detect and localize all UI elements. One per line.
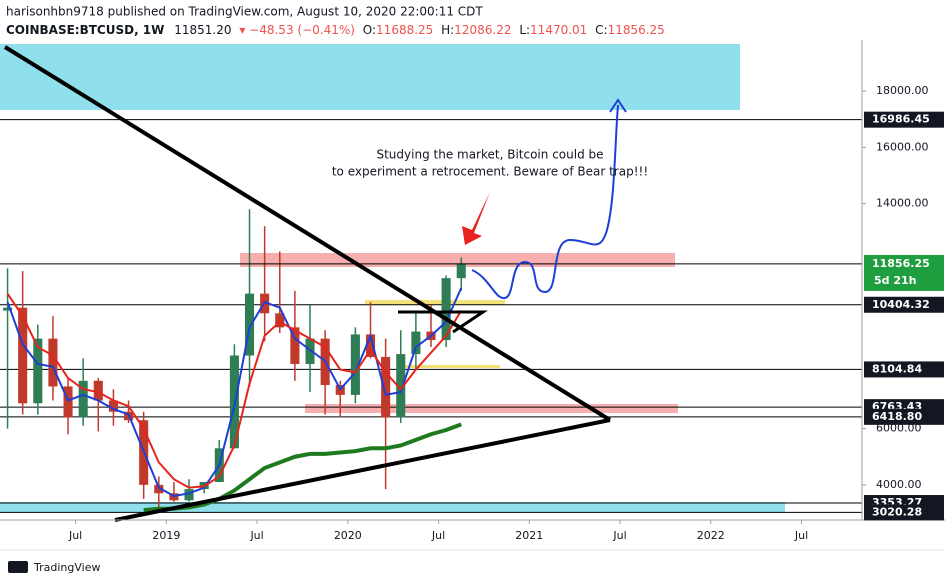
moving-average xyxy=(143,422,462,513)
price-label-box xyxy=(864,361,944,378)
zone-support xyxy=(305,404,678,413)
candle-body xyxy=(275,313,285,328)
y-tick-label: 16000.00 xyxy=(876,140,929,153)
candle-body xyxy=(290,327,300,364)
x-tick-label: Jul xyxy=(249,529,263,542)
moving-average xyxy=(6,293,463,489)
zone-bottom xyxy=(0,502,785,512)
trend-line xyxy=(114,418,611,522)
candle-body xyxy=(78,380,88,418)
x-tick-label: Jul xyxy=(431,529,445,542)
low: 11470.01 xyxy=(530,23,587,37)
last-price-label: 11856.25 xyxy=(872,257,930,270)
price-label-box xyxy=(864,111,944,128)
brand: TradingView xyxy=(33,561,100,574)
small-triangle xyxy=(398,310,488,334)
annotation: Studying the market, Bitcoin could be xyxy=(376,148,603,162)
price-label-box xyxy=(864,296,944,313)
zone-yellow xyxy=(400,365,500,368)
y-tick-label: 4000.00 xyxy=(876,478,922,491)
high: 12086.22 xyxy=(454,23,511,37)
annotation: to experiment a retrocement. Beware of B… xyxy=(332,165,648,179)
x-tick-label: 2021 xyxy=(515,529,543,542)
candle-body xyxy=(411,331,421,355)
projection xyxy=(471,104,619,300)
last: 11851.20 xyxy=(174,23,231,37)
axes: 4000.00 6000.00 14000.00 16000.00 18000.00 Ju… xyxy=(68,84,944,542)
candle-body xyxy=(456,263,466,279)
candle-body xyxy=(305,338,315,364)
open-label: O: xyxy=(363,23,376,37)
countdown: 5d 21h xyxy=(874,274,917,287)
open: 11688.25 xyxy=(376,23,433,37)
symbol-info: COINBASE:BTCUSD, 1W 11851.20 ▾ −48.53 (−… xyxy=(6,23,665,37)
candle-body xyxy=(48,338,58,387)
candle-body xyxy=(244,293,255,356)
price-label: 3020.28 xyxy=(872,505,922,518)
x-tick-label: Jul xyxy=(794,529,808,542)
candle-body xyxy=(154,484,164,494)
last-price-box xyxy=(864,254,944,291)
candle-body xyxy=(3,307,13,311)
logo: TradingView xyxy=(8,561,100,574)
publish-info: harisonhbn9718 published on TradingView.… xyxy=(6,5,483,19)
red-arrow xyxy=(462,192,490,245)
y-tick-label: 18000.00 xyxy=(876,84,929,97)
price-label: 6418.80 xyxy=(872,410,922,423)
candle-body xyxy=(381,356,391,418)
candle-body xyxy=(396,354,406,418)
drawings: Studying the market, Bitcoin could be to… xyxy=(3,45,648,522)
close: 11856.25 xyxy=(608,23,665,37)
price-label-box xyxy=(864,504,944,521)
candle-body xyxy=(350,334,360,395)
candle-body xyxy=(108,400,118,412)
price-label: 16986.45 xyxy=(872,113,930,126)
high-label: H: xyxy=(441,23,454,37)
zone-yellow xyxy=(365,300,505,305)
candle-body xyxy=(93,380,103,401)
projection-arrow xyxy=(609,98,627,113)
logo-icon xyxy=(8,561,28,573)
change: ▾ −48.53 (−0.41%) xyxy=(239,23,355,37)
candle-body xyxy=(184,489,194,501)
candle-body xyxy=(365,334,376,357)
price-label-box xyxy=(864,408,944,425)
y-tick-label: 6000.00 xyxy=(876,422,922,435)
candle-body xyxy=(18,307,28,404)
close-label: C: xyxy=(595,23,607,37)
zone-top xyxy=(0,44,740,110)
moving-average xyxy=(6,287,463,498)
symbol: COINBASE:BTCUSD, 1W xyxy=(6,23,164,37)
candle-body xyxy=(33,338,43,404)
low-label: L: xyxy=(519,23,530,37)
candle-body xyxy=(441,278,451,341)
y-tick-label: 14000.00 xyxy=(876,197,929,210)
x-tick-label: Jul xyxy=(68,529,82,542)
x-tick-label: Jul xyxy=(612,529,626,542)
price-label: 10404.32 xyxy=(872,298,930,311)
x-tick-label: 2022 xyxy=(697,529,725,542)
candle-body xyxy=(63,386,73,418)
trend-line xyxy=(3,45,612,422)
x-tick-label: 2019 xyxy=(152,529,180,542)
x-tick-label: 2020 xyxy=(334,529,362,542)
price-label: 8104.84 xyxy=(872,362,922,375)
series xyxy=(0,119,862,513)
